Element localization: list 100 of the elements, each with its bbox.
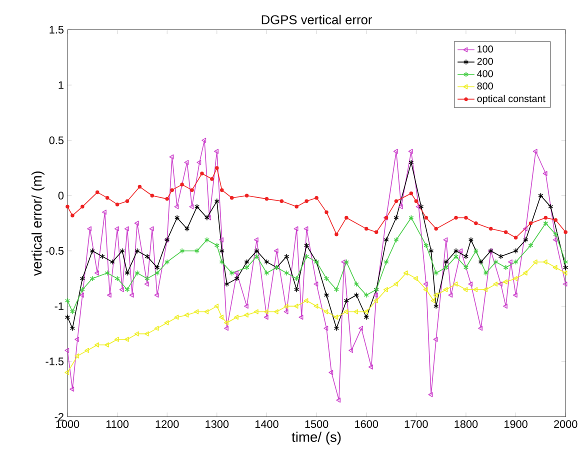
- point: [468, 236, 474, 243]
- point: [90, 276, 95, 282]
- point: [523, 236, 528, 243]
- point: [95, 190, 100, 194]
- point: [184, 312, 189, 318]
- point: [210, 177, 214, 181]
- point: [115, 202, 120, 206]
- point: [334, 286, 340, 292]
- point: [409, 191, 414, 196]
- point: [114, 336, 119, 342]
- point: [532, 259, 538, 264]
- point: [224, 281, 230, 287]
- point: [393, 281, 398, 286]
- x-axis-title: time/ (s): [292, 432, 341, 444]
- x-tick-label: 2000: [554, 420, 578, 428]
- point: [453, 248, 459, 254]
- point: [433, 292, 438, 298]
- point: [164, 320, 169, 326]
- point: [284, 303, 288, 309]
- point: [483, 286, 488, 292]
- point: [552, 264, 558, 270]
- point: [294, 204, 298, 208]
- point: [413, 276, 418, 281]
- point: [538, 192, 544, 198]
- point: [324, 292, 330, 298]
- y-tick-label: -1.5: [46, 358, 64, 366]
- point: [474, 221, 478, 225]
- point: [184, 226, 190, 232]
- point: [493, 281, 498, 286]
- point: [124, 336, 129, 342]
- point: [428, 248, 434, 254]
- point: [403, 270, 408, 276]
- point: [364, 314, 369, 320]
- point: [304, 242, 310, 248]
- point: [554, 218, 558, 222]
- point: [344, 298, 349, 304]
- legend-label: 800: [477, 82, 493, 90]
- legend-label: 400: [477, 70, 493, 78]
- x-tick-label: 1900: [504, 420, 528, 428]
- point: [104, 342, 109, 348]
- point: [134, 248, 140, 254]
- point: [204, 214, 210, 220]
- point: [453, 281, 458, 286]
- x-tick-label: 1200: [156, 420, 179, 428]
- y-axis-title: vertical error/ (m): [32, 171, 44, 276]
- point: [363, 309, 368, 314]
- point: [194, 248, 200, 254]
- point: [90, 248, 95, 254]
- point: [114, 276, 120, 282]
- point: [314, 303, 318, 309]
- point: [324, 276, 330, 282]
- point: [274, 309, 278, 314]
- x-tick-label: 1500: [305, 420, 328, 428]
- point: [144, 276, 150, 282]
- point: [125, 199, 130, 203]
- y-tick-label: 1.5: [50, 26, 64, 34]
- point: [150, 194, 154, 198]
- legend-label: optical constant: [477, 94, 546, 104]
- y-tick-label: 0.5: [49, 136, 64, 144]
- point: [514, 236, 518, 240]
- point: [264, 196, 269, 201]
- point: [542, 259, 548, 264]
- y-tick-label: -1: [54, 302, 64, 310]
- point: [424, 216, 428, 220]
- point: [522, 270, 528, 276]
- point: [70, 308, 75, 314]
- point: [294, 276, 300, 282]
- point: [194, 204, 200, 210]
- point: [280, 199, 284, 203]
- point: [66, 204, 70, 208]
- y-tick-label: 1: [58, 81, 64, 89]
- point: [80, 204, 84, 208]
- point: [70, 213, 74, 218]
- point: [174, 214, 180, 220]
- point: [154, 326, 159, 331]
- point: [553, 231, 558, 238]
- point: [423, 286, 428, 292]
- point: [504, 230, 508, 234]
- point: [414, 199, 418, 203]
- point: [84, 348, 90, 353]
- point: [254, 248, 260, 254]
- point: [190, 188, 194, 192]
- point: [464, 216, 468, 220]
- point: [374, 230, 378, 234]
- point: [224, 320, 229, 326]
- x-tick-label: 1800: [454, 420, 478, 428]
- point: [264, 309, 268, 314]
- point: [354, 309, 358, 314]
- point: [373, 298, 378, 304]
- point: [230, 196, 234, 200]
- point: [180, 248, 185, 254]
- point: [364, 292, 369, 298]
- point: [528, 242, 534, 248]
- point: [314, 196, 318, 200]
- x-tick-label: 1400: [255, 420, 278, 428]
- point: [220, 188, 224, 192]
- point: [394, 199, 398, 203]
- point: [543, 220, 548, 226]
- point: [120, 248, 125, 254]
- point: [344, 309, 348, 314]
